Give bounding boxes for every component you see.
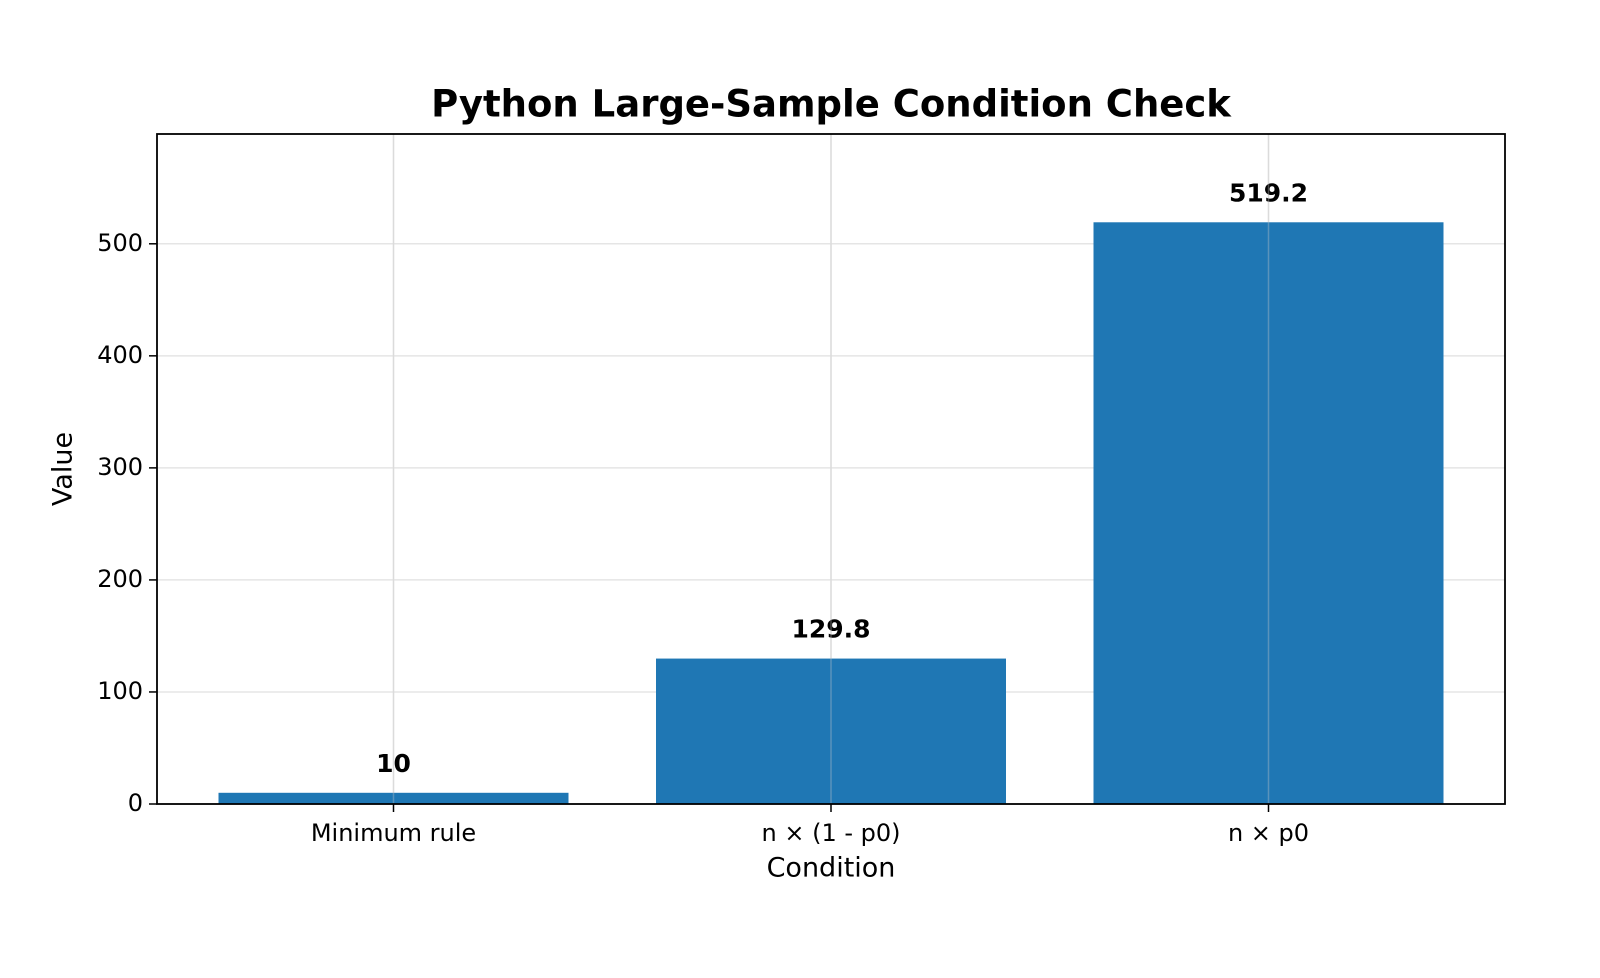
y-axis-label: Value (48, 432, 79, 506)
chart-title: Python Large-Sample Condition Check (431, 83, 1232, 126)
bar (218, 792, 569, 804)
x-tick-label: Minimum rule (311, 819, 476, 847)
y-tick-label: 400 (97, 341, 143, 369)
x-tick-label: n × (1 - p0) (762, 819, 901, 847)
plot-frame (156, 133, 1506, 805)
value-label: 129.8 (791, 615, 870, 644)
y-tick-label: 300 (97, 453, 143, 481)
y-tick-label: 0 (128, 789, 143, 817)
y-tick-label: 100 (97, 677, 143, 705)
y-tick-label: 200 (97, 565, 143, 593)
bar (1093, 222, 1444, 805)
x-axis-label: Condition (767, 853, 896, 884)
bar (656, 658, 1006, 804)
y-tick-label: 500 (97, 229, 143, 257)
value-label: 519.2 (1229, 178, 1308, 207)
value-label: 10 (376, 749, 411, 778)
x-tick-label: n × p0 (1228, 819, 1309, 847)
